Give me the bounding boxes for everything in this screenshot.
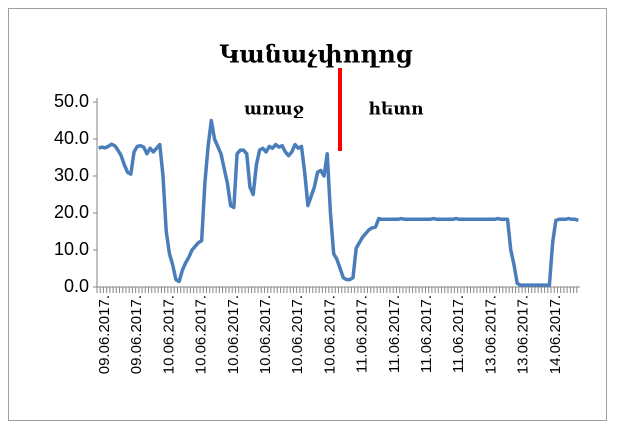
y-tick-label: 50.0 bbox=[54, 91, 89, 111]
x-tick-label: 09.06.2017. bbox=[96, 295, 113, 374]
x-tick-label: 13.06.2017. bbox=[482, 295, 499, 374]
annotation: հետո bbox=[368, 100, 424, 120]
x-tick-label: 13.06.2017. bbox=[515, 295, 532, 374]
x-tick-label: 14.06.2017. bbox=[547, 295, 564, 374]
data-line bbox=[98, 118, 579, 287]
x-tick-label: 10.06.2017. bbox=[193, 295, 210, 374]
y-tick-label: 30.0 bbox=[54, 165, 89, 185]
x-tick-label: 11.06.2017. bbox=[354, 295, 371, 373]
x-tick-label: 11.06.2017. bbox=[418, 295, 435, 373]
chart-title: Կանաչփողոց bbox=[219, 40, 413, 69]
chart-frame bbox=[8, 8, 607, 421]
x-tick-label: 10.06.2017. bbox=[321, 295, 338, 374]
y-tick-label: 20.0 bbox=[54, 202, 89, 222]
x-tick-label: 09.06.2017. bbox=[128, 295, 145, 374]
x-tick-label: 11.06.2017. bbox=[450, 295, 467, 373]
x-tick-label: 10.06.2017. bbox=[160, 295, 177, 374]
y-tick-label: 40.0 bbox=[54, 128, 89, 148]
y-tick-label: 10.0 bbox=[54, 239, 89, 259]
x-tick-label: 10.06.2017. bbox=[289, 295, 306, 374]
x-tick-label: 11.06.2017. bbox=[386, 295, 403, 373]
x-tick-label: 10.06.2017. bbox=[257, 295, 274, 374]
y-tick-label: 0.0 bbox=[64, 276, 89, 296]
annotation: առաջ bbox=[244, 100, 304, 120]
x-tick-label: 10.06.2017. bbox=[225, 295, 242, 374]
